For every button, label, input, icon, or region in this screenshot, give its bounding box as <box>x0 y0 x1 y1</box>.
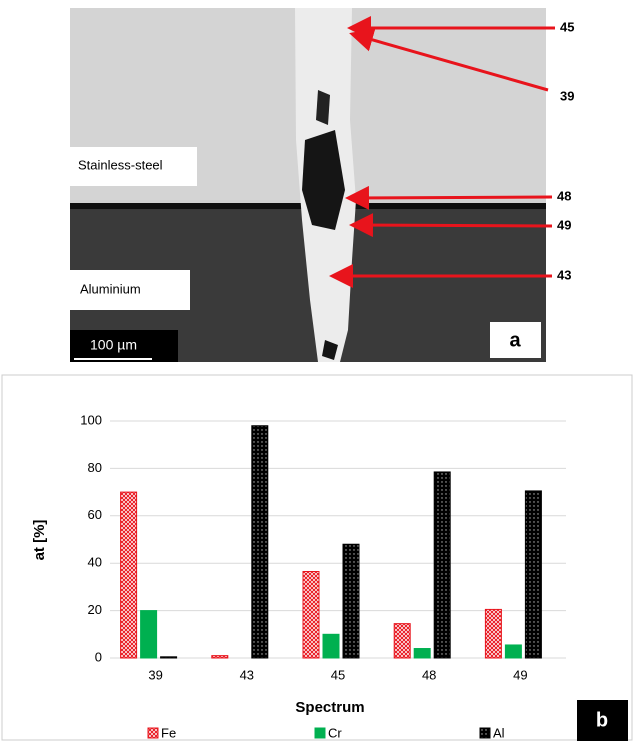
bar <box>504 644 522 659</box>
spectrum-label: 43 <box>557 267 571 282</box>
label-box <box>70 270 190 310</box>
x-tick-label: 49 <box>513 667 527 682</box>
panel-label: a <box>509 329 521 351</box>
bar <box>140 610 158 659</box>
bar <box>524 490 542 659</box>
bar <box>251 425 269 659</box>
spectrum-label: 49 <box>557 217 571 232</box>
y-tick-label: 100 <box>80 412 102 427</box>
spectrum-label: 48 <box>557 188 571 203</box>
y-tick-label: 80 <box>88 460 102 475</box>
bar <box>342 543 360 659</box>
scale-bar-label: 100 µm <box>90 337 137 353</box>
x-axis-label: Spectrum <box>295 699 364 716</box>
legend-swatch <box>479 727 491 739</box>
bar <box>393 623 411 659</box>
x-tick-label: 45 <box>331 667 345 682</box>
y-axis-label: at [%] <box>31 520 48 561</box>
region-label: Aluminium <box>80 281 141 296</box>
arrows <box>329 16 555 288</box>
chart: 0 20 40 60 80 100 39 43 45 48 49 Fe Cr Al <box>80 412 566 740</box>
bar <box>120 491 138 659</box>
legend-swatch <box>314 727 326 739</box>
spectrum-label: 39 <box>560 88 574 103</box>
bar <box>160 656 178 659</box>
y-tick-label: 20 <box>88 602 102 617</box>
panel-label-box <box>577 700 628 741</box>
legend-label: Al <box>493 725 505 740</box>
legend-label: Cr <box>328 725 342 740</box>
legend-swatch <box>147 727 159 739</box>
spectrum-label: 45 <box>560 19 574 34</box>
y-tick-label: 0 <box>95 649 102 664</box>
bar <box>211 655 229 659</box>
x-tick-label: 48 <box>422 667 436 682</box>
bar <box>433 471 451 659</box>
bar <box>484 608 502 659</box>
bar <box>413 648 431 659</box>
scale-bar-box <box>70 330 178 362</box>
x-tick-label: 43 <box>240 667 254 682</box>
y-tick-label: 60 <box>88 507 102 522</box>
legend-label: Fe <box>161 725 176 740</box>
panel-label-box <box>490 322 541 358</box>
panel-label: b <box>596 709 608 731</box>
bar <box>302 570 320 659</box>
bar <box>322 633 340 659</box>
region-label: Stainless-steel <box>78 157 163 172</box>
x-tick-label: 39 <box>148 667 162 682</box>
label-box <box>70 147 197 186</box>
y-tick-label: 40 <box>88 555 102 570</box>
